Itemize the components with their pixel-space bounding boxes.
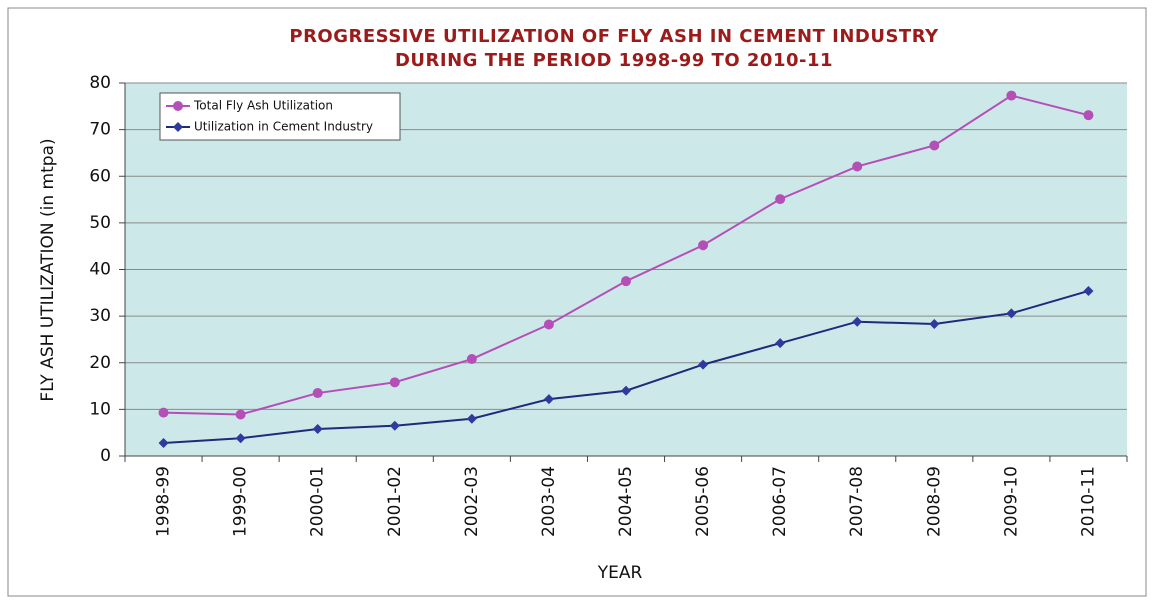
- data-point: [1006, 308, 1017, 319]
- legend-text: Utilization in Cement Industry: [194, 120, 373, 134]
- data-point: [852, 316, 863, 327]
- y-tick-label: 20: [89, 353, 111, 373]
- data-point: [621, 385, 631, 396]
- y-tick-label: 30: [89, 306, 111, 326]
- y-axis-label: FLY ASH UTILIZATION (in mtpa): [38, 138, 58, 401]
- data-point: [312, 388, 323, 399]
- data-point: [929, 319, 940, 330]
- data-point: [1006, 90, 1017, 101]
- data-point: [158, 407, 169, 418]
- data-point: [1083, 110, 1094, 121]
- x-tick-label: 2009-10: [1001, 466, 1021, 537]
- data-point: [698, 359, 709, 370]
- x-tick-label: 1998-99: [154, 466, 174, 537]
- data-point: [466, 354, 477, 365]
- x-tick-label: 2002-03: [462, 466, 482, 537]
- x-tick-label: 2003-04: [539, 466, 559, 537]
- data-point: [158, 437, 169, 448]
- x-tick-label: 2010-11: [1078, 466, 1098, 537]
- data-point: [466, 413, 477, 424]
- y-tick-label: 10: [89, 399, 111, 419]
- legend-marker: [173, 101, 183, 111]
- x-tick-label: 2007-08: [847, 466, 867, 537]
- data-point: [775, 338, 786, 349]
- x-tick-label: 2008-09: [924, 466, 944, 537]
- data-point: [543, 394, 554, 405]
- legend-text: Total Fly Ash Utilization: [193, 99, 333, 113]
- x-axis-label: YEAR: [597, 563, 643, 583]
- chart-title: PROGRESSIVE UTILIZATION OF FLY ASH IN CE…: [289, 26, 939, 47]
- data-point: [389, 420, 400, 431]
- data-point: [929, 140, 940, 151]
- data-point: [543, 319, 554, 330]
- y-tick-label: 60: [89, 166, 111, 186]
- y-tick-label: 0: [100, 446, 111, 466]
- chart-title: DURING THE PERIOD 1998-99 TO 2010-11: [395, 50, 833, 71]
- data-point: [312, 423, 323, 434]
- data-point: [698, 240, 709, 251]
- y-tick-label: 70: [89, 120, 111, 140]
- y-tick-label: 80: [89, 73, 111, 93]
- legend-box: [159, 92, 401, 141]
- data-point: [775, 194, 786, 205]
- x-tick-label: 1999-00: [231, 466, 251, 537]
- data-point: [621, 276, 631, 287]
- data-point: [389, 377, 400, 388]
- x-tick-label: 2001-02: [385, 466, 405, 537]
- legend-marker: [173, 122, 183, 132]
- x-tick-label: 2005-06: [693, 466, 713, 537]
- data-point: [235, 409, 246, 420]
- y-tick-label: 50: [89, 213, 111, 233]
- data-point: [235, 433, 246, 444]
- data-point: [852, 161, 863, 172]
- x-tick-label: 2006-07: [770, 466, 790, 537]
- data-point: [1083, 285, 1094, 296]
- x-tick-label: 2004-05: [616, 466, 636, 537]
- x-tick-label: 2000-01: [308, 466, 328, 537]
- y-tick-label: 40: [89, 260, 111, 280]
